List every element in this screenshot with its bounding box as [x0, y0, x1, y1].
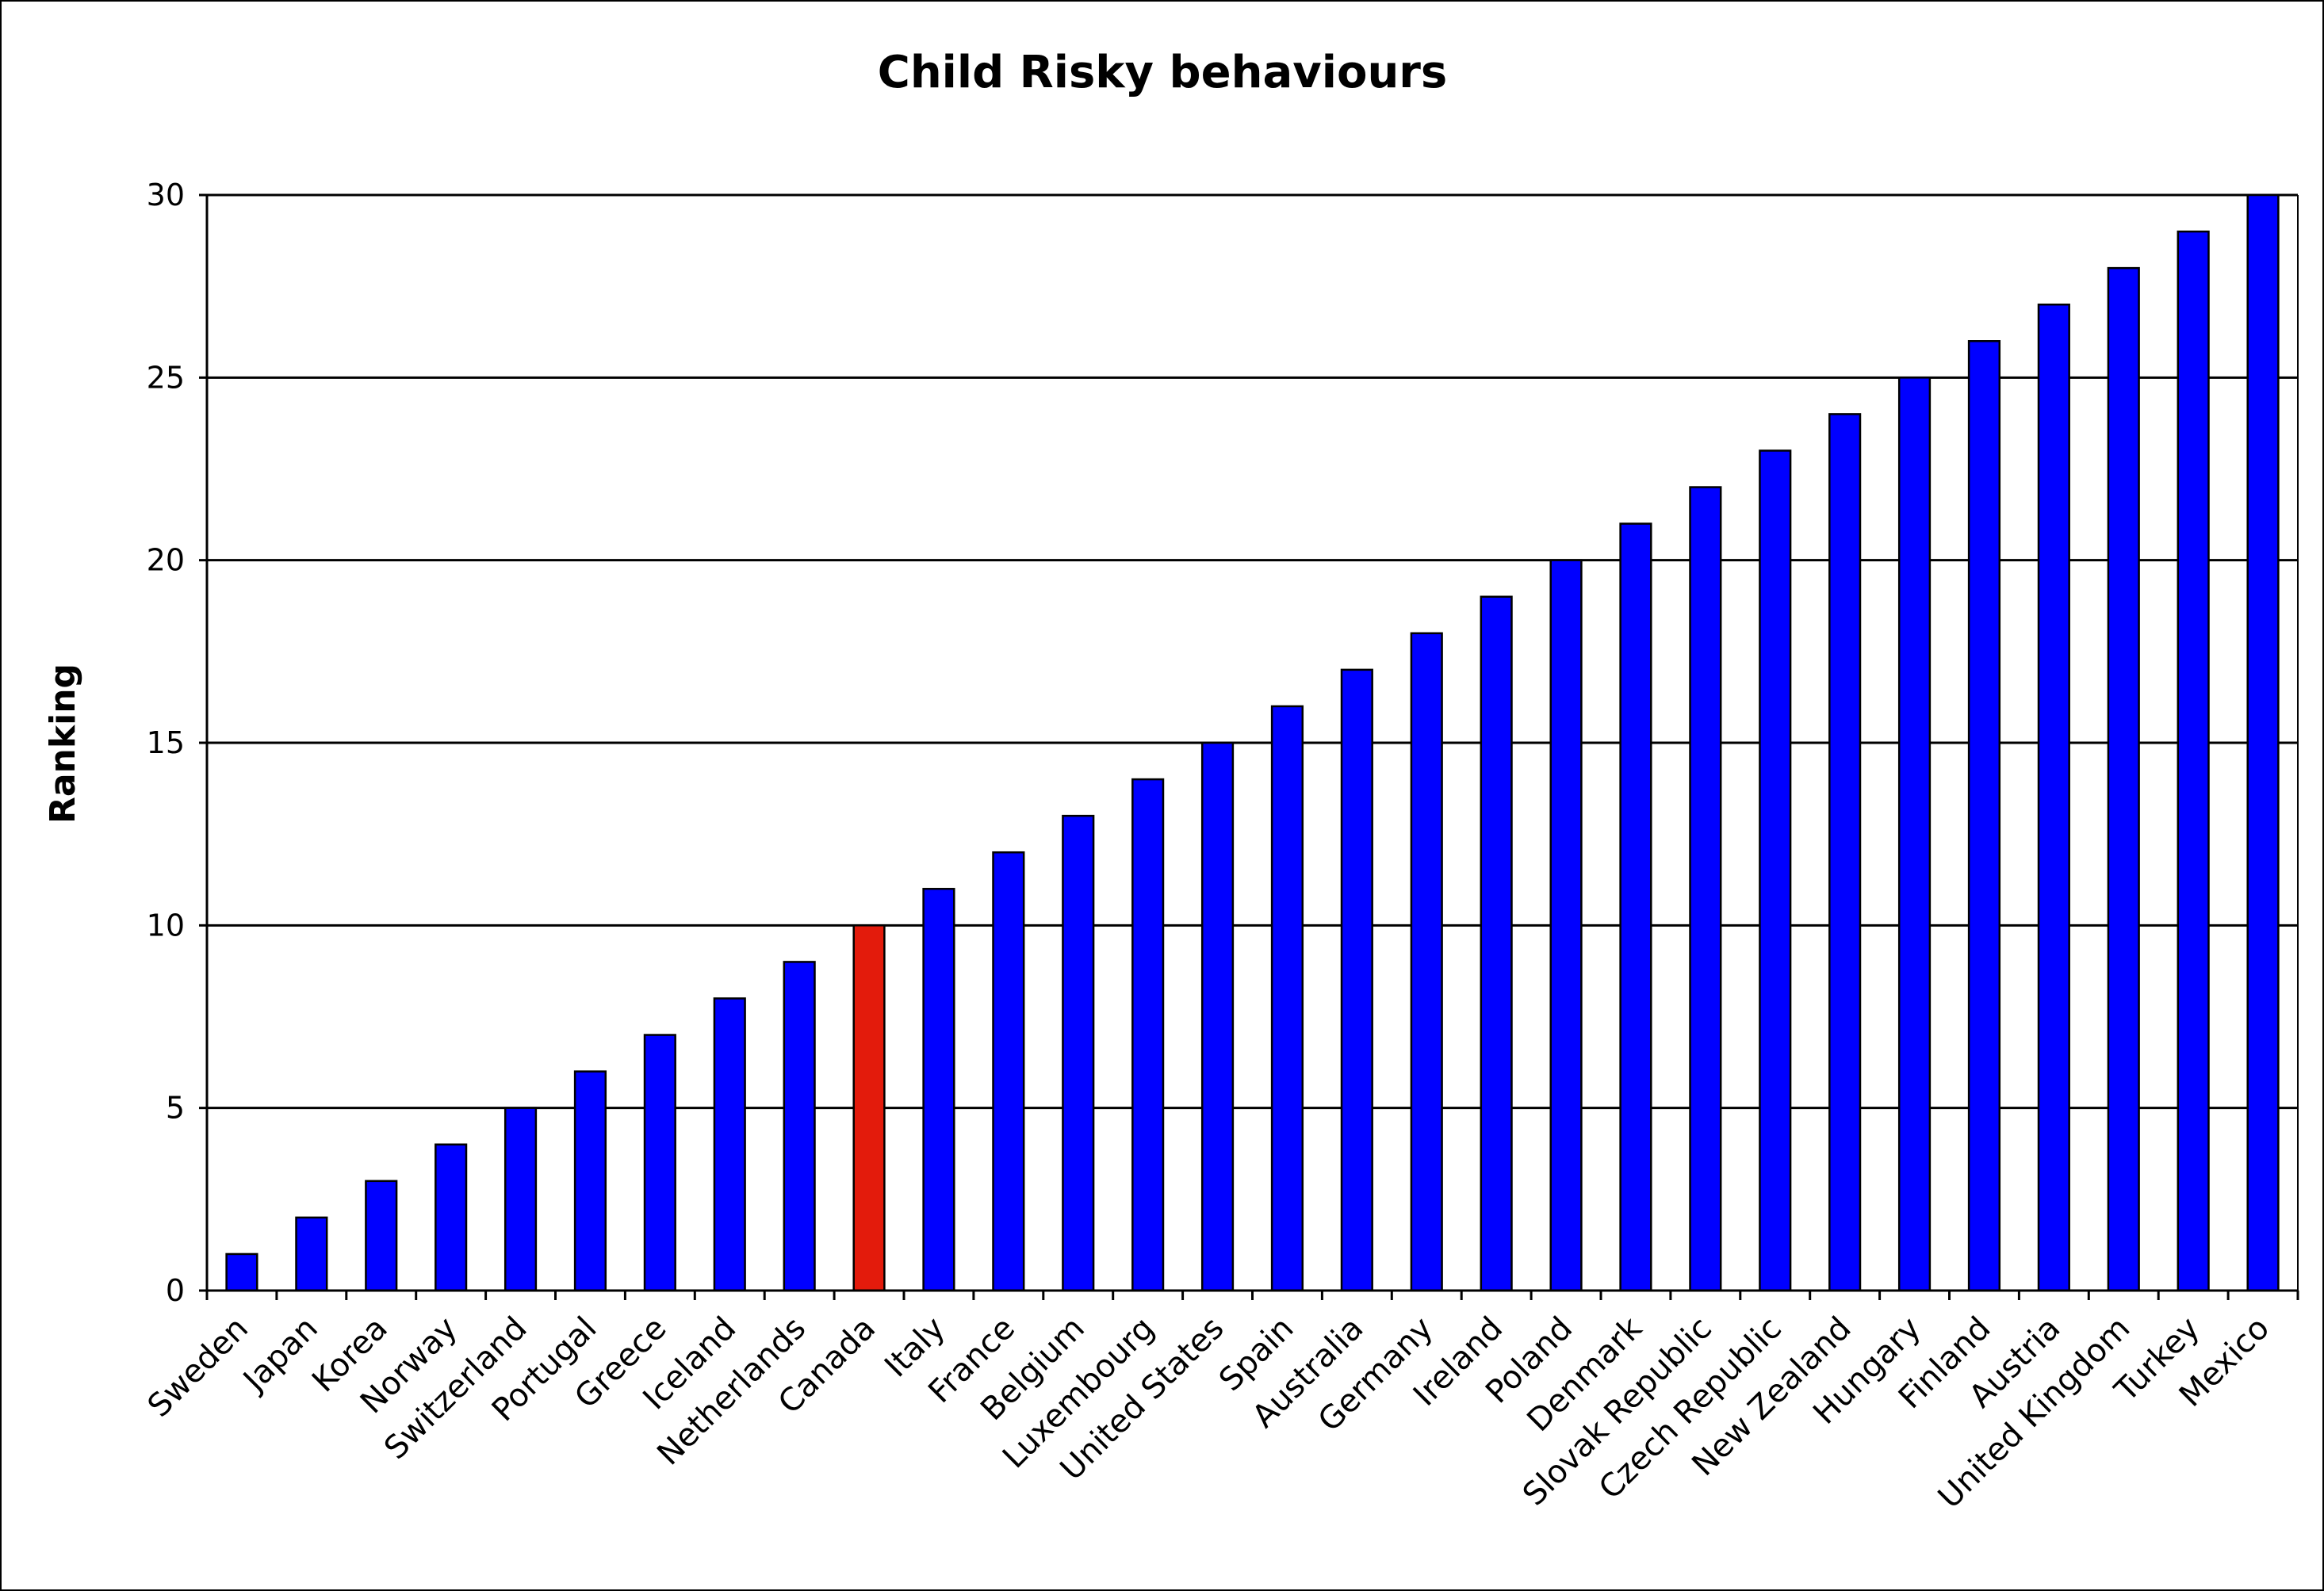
axes: [199, 193, 2299, 1300]
bar-italy: [922, 888, 955, 1292]
bar-japan: [295, 1216, 328, 1292]
bar-poland: [1549, 559, 1583, 1292]
y-tick-label-5: 5: [166, 1091, 185, 1126]
bar-united-states: [1200, 741, 1235, 1292]
x-tick-label-japan: Japan: [235, 1310, 325, 1401]
bar-germany: [1410, 632, 1443, 1292]
bar-hungary: [1897, 377, 1932, 1292]
bar-france: [992, 851, 1025, 1292]
bar-korea: [365, 1180, 398, 1292]
bar-norway: [435, 1143, 468, 1292]
bar-sweden: [225, 1253, 258, 1292]
bar-portugal: [573, 1070, 607, 1292]
bar-czech-republic: [1759, 449, 1792, 1292]
bar-australia: [1340, 668, 1373, 1292]
y-tick-label-15: 15: [147, 725, 185, 760]
bar-greece: [643, 1034, 676, 1292]
bar-turkey: [2177, 230, 2210, 1292]
bar-finland: [1967, 340, 2001, 1292]
y-tick-label-30: 30: [147, 178, 185, 212]
bar-spain: [1270, 705, 1304, 1292]
y-tick-label-10: 10: [147, 908, 185, 943]
bar-canada: [852, 924, 886, 1292]
y-tick-label-25: 25: [147, 360, 185, 395]
bar-luxembourg: [1131, 778, 1165, 1292]
y-tick-label-20: 20: [147, 543, 185, 578]
bar-iceland: [713, 997, 746, 1292]
bar-austria: [2037, 303, 2070, 1292]
bar-denmark: [1619, 522, 1652, 1292]
bar-new-zealand: [1828, 413, 1862, 1292]
bar-switzerland: [503, 1107, 538, 1292]
bars: [225, 193, 2280, 1292]
chart-title: Child Risky behaviours: [878, 47, 1448, 98]
bar-slovak-republic: [1689, 486, 1722, 1292]
x-tick-label-sweden: Sweden: [141, 1310, 255, 1425]
x-tick-labels: SwedenJapanKoreaNorwaySwitzerlandPortuga…: [141, 1310, 2276, 1516]
bar-netherlands: [783, 961, 816, 1292]
y-axis-label: Ranking: [43, 664, 83, 824]
bar-mexico: [2246, 193, 2280, 1292]
y-tick-label-0: 0: [166, 1273, 185, 1308]
bar-ireland: [1480, 595, 1513, 1292]
bar-belgium: [1062, 814, 1095, 1292]
gridlines: [207, 193, 2298, 1110]
y-tick-labels: 0 5 10 15 20 25 30: [147, 178, 185, 1308]
bar-united-kingdom: [2107, 266, 2140, 1292]
